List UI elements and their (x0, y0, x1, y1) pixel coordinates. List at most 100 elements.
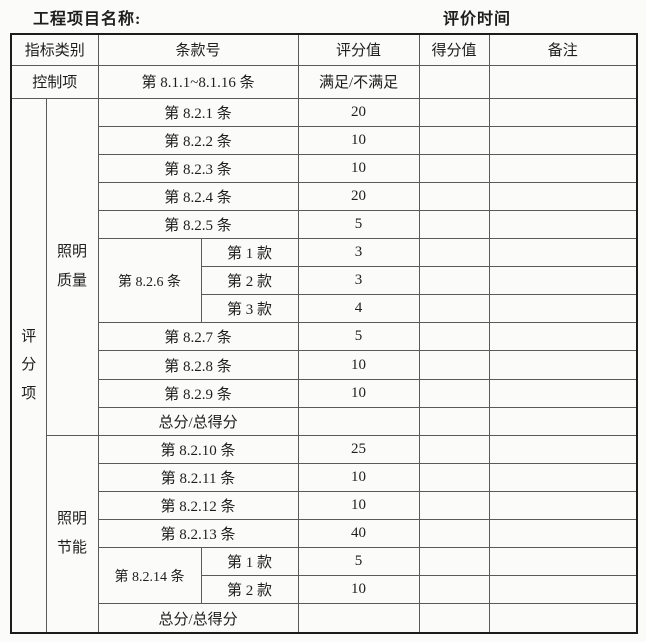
col-header-category: 指标类别 (10, 33, 99, 66)
score-value-cell: 10 (297, 153, 420, 183)
remarks-cell (488, 238, 638, 268)
clause-cell: 第 8.2.3 条 (97, 153, 299, 183)
obtained-value-cell (418, 378, 490, 408)
table-row: 总分/总得分 (11, 406, 638, 436)
obtained-value-cell (418, 519, 490, 549)
table-row: 第 8.2.11 条 10 (11, 462, 638, 493)
energy-group-label: 照明节能 (45, 434, 99, 634)
score-value-cell: 40 (297, 519, 420, 549)
score-value-cell: 5 (297, 322, 420, 352)
table-row: 照明节能 第 8.2.10 条 25 (11, 434, 638, 634)
remarks-cell (488, 266, 638, 296)
table-row: 评分项 照明质量 第 8.2.1 条 20 (10, 97, 638, 634)
remarks-cell (488, 603, 638, 634)
control-item-row: 控制项 第 8.1.1~8.1.16 条 满足/不满足 (10, 64, 638, 99)
table-row: 第 8.2.13 条 40 (11, 519, 638, 549)
table-row: 第 8.2.12 条 10 (11, 491, 638, 521)
remarks-cell (488, 294, 638, 324)
remarks-cell (488, 322, 638, 352)
remarks-cell (488, 97, 638, 127)
clause-cell: 第 8.2.11 条 (97, 462, 299, 493)
obtained-value-cell (418, 491, 490, 521)
table-row: 第 8.2.9 条 10 (11, 378, 638, 408)
score-value-cell: 20 (297, 181, 420, 211)
score-value-cell: 3 (297, 238, 420, 268)
table-row: 第 8.2.6 条 第 1 款 3 (11, 238, 638, 324)
table-row: 第 8.2.14 条 第 1 款 5 (11, 547, 638, 605)
quality-group-label: 照明质量 (45, 97, 99, 436)
item-cell: 第 1 款 (200, 238, 299, 268)
total-label-cell: 总分/总得分 (97, 406, 299, 436)
col-header-clause-no: 条款号 (97, 33, 299, 66)
control-obtained-cell (418, 64, 490, 99)
score-value-cell: 10 (297, 125, 420, 155)
table-row: 第 8.2.4 条 20 (11, 181, 638, 211)
col-header-remarks: 备注 (488, 33, 638, 66)
obtained-value-cell (418, 350, 490, 380)
remarks-cell (488, 547, 638, 577)
table-row: 第 2 款 10 (11, 575, 638, 605)
clause-cell: 第 8.2.12 条 (97, 491, 299, 521)
obtained-value-cell (418, 209, 490, 240)
total-score-cell (297, 406, 420, 436)
obtained-value-cell (418, 266, 490, 296)
remarks-cell (488, 406, 638, 436)
col-header-score-value: 评分值 (297, 33, 420, 66)
remarks-cell (488, 491, 638, 521)
remarks-cell (488, 519, 638, 549)
clause-cell: 第 8.2.5 条 (97, 209, 299, 240)
score-value-cell: 10 (297, 491, 420, 521)
obtained-value-cell (418, 97, 490, 127)
obtained-value-cell (418, 322, 490, 352)
total-label-cell: 总分/总得分 (97, 603, 299, 634)
clause-cell: 第 8.2.2 条 (97, 125, 299, 155)
remarks-cell (488, 575, 638, 605)
evaluation-time-label: 评价时间 (443, 11, 512, 28)
obtained-value-cell (418, 153, 490, 183)
evaluation-score-table: 指标类别 条款号 评分值 得分值 备注 控制项 第 8.1.1~8.1.16 条… (10, 33, 639, 634)
clause-cell: 第 8.2.9 条 (97, 378, 299, 408)
clause-cell: 第 8.2.13 条 (97, 519, 299, 549)
score-value-cell: 5 (297, 209, 420, 240)
remarks-cell (488, 125, 638, 155)
control-score-cell: 满足/不满足 (297, 64, 420, 99)
obtained-value-cell (418, 294, 490, 324)
obtained-value-cell (418, 406, 490, 436)
table-row: 第 3 款 4 (11, 294, 638, 324)
project-name-label: 工程项目名称: (33, 11, 142, 28)
score-value-cell: 10 (297, 350, 420, 380)
clause-cell: 第 8.2.7 条 (97, 322, 299, 352)
table-row: 第 8.2.7 条 5 (11, 322, 638, 352)
obtained-value-cell (418, 434, 490, 464)
table-row: 总分/总得分 (11, 603, 638, 634)
clause-cell: 第 8.2.8 条 (97, 350, 299, 380)
control-category-cell: 控制项 (10, 64, 99, 99)
table-row: 第 8.2.8 条 10 (11, 350, 638, 380)
obtained-value-cell (418, 125, 490, 155)
clause-cell: 第 8.2.1 条 (97, 97, 299, 127)
score-value-cell: 5 (297, 547, 420, 577)
item-cell: 第 3 款 (200, 294, 299, 324)
table-row: 第 8.2.5 条 5 (11, 209, 638, 240)
score-value-cell: 3 (297, 266, 420, 296)
table-row: 第 8.2.2 条 10 (11, 125, 638, 155)
table-row: 第 8.2.3 条 10 (11, 153, 638, 183)
remarks-cell (488, 209, 638, 240)
scoring-section-label: 评分项 (10, 97, 47, 634)
item-cell: 第 2 款 (200, 575, 299, 605)
obtained-value-cell (418, 238, 490, 268)
multi-clause-cell: 第 8.2.6 条 (97, 238, 202, 324)
obtained-value-cell (418, 603, 490, 634)
remarks-cell (488, 462, 638, 493)
table-header-row: 指标类别 条款号 评分值 得分值 备注 (10, 33, 638, 66)
score-value-cell: 20 (297, 97, 420, 127)
score-value-cell: 10 (297, 462, 420, 493)
score-value-cell: 4 (297, 294, 420, 324)
total-score-cell (297, 603, 420, 634)
multi-clause-cell: 第 8.2.14 条 (97, 547, 202, 605)
obtained-value-cell (418, 547, 490, 577)
item-cell: 第 1 款 (200, 547, 299, 577)
col-header-obtained-value: 得分值 (418, 33, 490, 66)
clause-cell: 第 8.2.4 条 (97, 181, 299, 211)
control-clause-cell: 第 8.1.1~8.1.16 条 (97, 64, 299, 99)
